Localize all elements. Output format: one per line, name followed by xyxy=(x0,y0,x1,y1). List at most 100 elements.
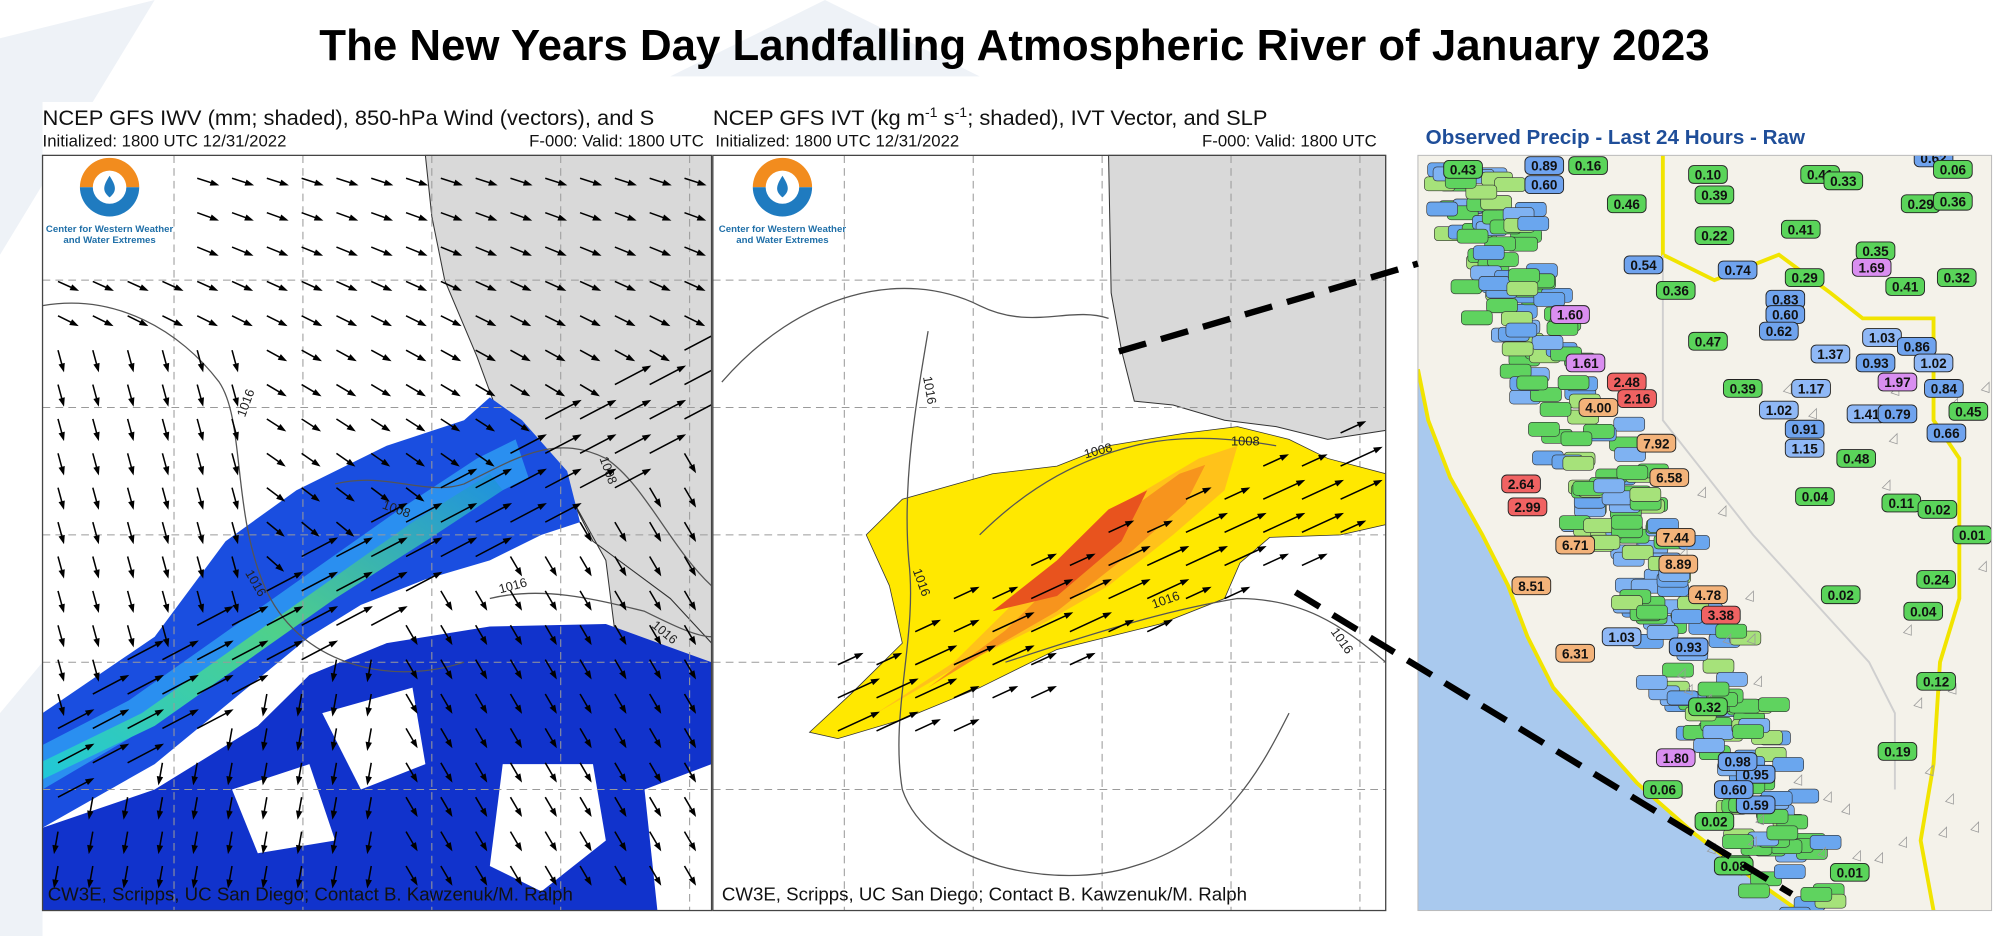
vector-head xyxy=(365,707,372,717)
vector-head xyxy=(1279,553,1289,561)
vector-head xyxy=(1202,487,1212,495)
station-value: 2.48 xyxy=(1614,375,1641,390)
vector-head xyxy=(278,249,289,256)
vector-head xyxy=(232,466,239,476)
vector-head xyxy=(1047,652,1057,660)
station-marker xyxy=(1758,697,1790,712)
station-badge xyxy=(1501,474,1541,494)
vector-head xyxy=(293,606,304,614)
vector-head xyxy=(261,810,268,820)
station-value: 0.16 xyxy=(1575,159,1601,174)
vector-head xyxy=(584,842,592,852)
station-badge xyxy=(1926,423,1967,443)
vector-head xyxy=(295,844,303,855)
vector-head xyxy=(592,179,603,186)
vector-head xyxy=(1318,553,1328,561)
vector-head xyxy=(226,879,233,889)
vector-head xyxy=(641,399,652,407)
vector-head xyxy=(208,319,218,327)
vector-head xyxy=(514,876,523,886)
station-value: 0.04 xyxy=(1910,604,1937,619)
vector-head xyxy=(197,534,205,545)
vector-head xyxy=(1279,454,1289,461)
vector-head xyxy=(244,214,254,221)
station-value: 2.64 xyxy=(1508,477,1535,492)
vector-head xyxy=(549,567,557,577)
vector-head xyxy=(619,532,627,542)
station-value: 0.54 xyxy=(1630,258,1657,273)
vector-head xyxy=(121,810,129,820)
vector-head xyxy=(1356,421,1367,428)
vector-head xyxy=(1063,612,1074,619)
vector-head xyxy=(522,214,533,221)
station-badge xyxy=(1511,576,1552,596)
terrain-flag xyxy=(1747,835,1757,848)
vector-head xyxy=(653,670,662,680)
vector-head xyxy=(383,179,394,186)
vector-head xyxy=(557,214,568,221)
land xyxy=(1108,154,1386,440)
vector-head xyxy=(1086,652,1096,660)
vector-head xyxy=(479,670,488,680)
vector-head xyxy=(58,500,65,510)
vector-head xyxy=(627,179,637,186)
terrain-flag xyxy=(1755,813,1765,826)
vector-head xyxy=(607,468,617,476)
vector-head xyxy=(346,458,356,467)
station-value: 8.51 xyxy=(1518,579,1545,594)
station-badge xyxy=(1550,305,1590,324)
vector-head xyxy=(619,601,627,611)
vector-head xyxy=(1295,479,1306,487)
station-badge xyxy=(1820,585,1861,605)
vector-head xyxy=(445,704,453,714)
vector-head xyxy=(653,876,662,886)
station-value: 0.74 xyxy=(1724,263,1751,278)
station-marker xyxy=(1505,322,1538,338)
vector-head xyxy=(410,635,418,646)
isobar xyxy=(1005,597,1386,663)
vector-head xyxy=(93,500,100,510)
vector-head xyxy=(488,179,498,186)
logo-text: and Water Extremes xyxy=(63,235,155,246)
station-badge xyxy=(1948,401,1989,421)
station-value: 0.93 xyxy=(1675,640,1701,655)
station-value: 0.60 xyxy=(1531,178,1557,193)
vector-head xyxy=(128,637,135,648)
vector-head xyxy=(1218,546,1228,553)
station-badge xyxy=(1524,175,1565,195)
vector xyxy=(1185,546,1226,567)
vector-head xyxy=(688,842,697,852)
vector-head xyxy=(58,534,65,545)
slide-title: The New Years Day Landfalling Atmospheri… xyxy=(319,22,1709,70)
vector-head xyxy=(346,389,357,397)
vector-head xyxy=(1141,546,1151,553)
vector-head xyxy=(295,810,303,820)
vector-head xyxy=(453,214,463,221)
vector-head xyxy=(365,776,372,786)
terrain-flag xyxy=(1841,803,1850,815)
vector-head xyxy=(380,458,391,467)
vector-head xyxy=(479,773,488,783)
station-badge xyxy=(1885,277,1925,296)
vector-head xyxy=(310,528,320,537)
vector-head xyxy=(451,389,461,397)
vector xyxy=(837,711,878,732)
contour-label: 1016 xyxy=(497,575,529,597)
isobar xyxy=(898,330,1290,877)
vector-head xyxy=(121,844,129,855)
vector-head xyxy=(295,741,303,751)
vector-head xyxy=(514,635,523,646)
station-value: 0.46 xyxy=(1614,197,1640,212)
ocean xyxy=(1417,369,1799,911)
terrain-flag xyxy=(1822,791,1832,803)
vector-head xyxy=(1141,579,1151,586)
vector-head xyxy=(58,431,65,442)
vector-head xyxy=(931,719,941,726)
vector-head xyxy=(688,567,697,577)
vector-head xyxy=(1295,512,1306,520)
vector-head xyxy=(452,249,463,256)
station-badge xyxy=(1658,554,1699,574)
vector-head xyxy=(1356,520,1367,528)
station-value: 0.32 xyxy=(1695,700,1721,715)
ivt-vectors xyxy=(837,421,1383,732)
